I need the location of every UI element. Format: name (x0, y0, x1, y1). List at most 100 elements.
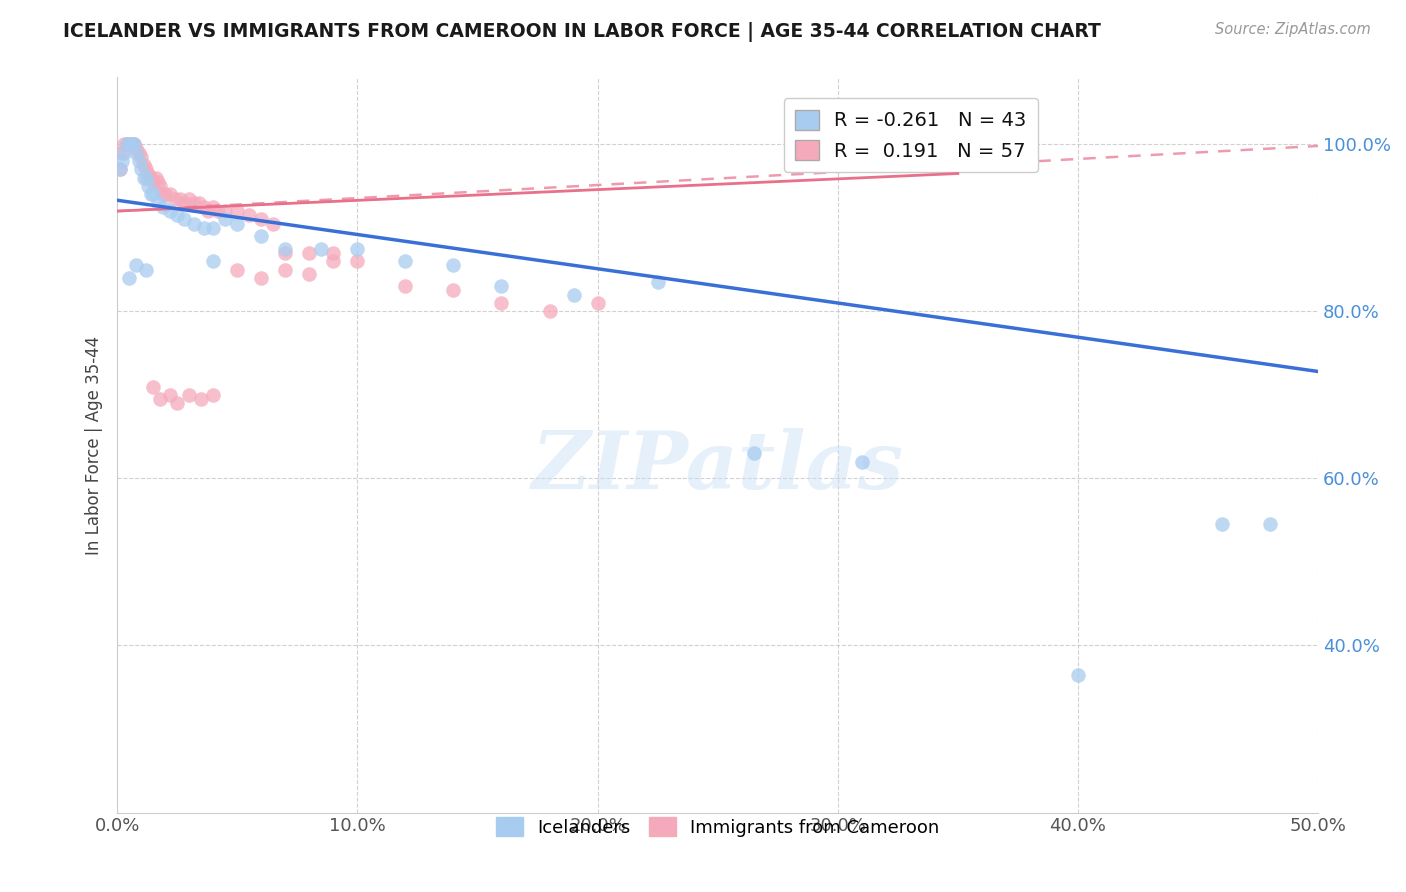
Point (443, 259, 465, 273)
Point (193, 200, 215, 214)
Point (108, 162, 131, 177)
Point (129, 162, 152, 177)
Point (152, 187, 174, 202)
Point (197, 204, 219, 219)
Point (322, 254, 344, 268)
Point (538, 304, 561, 318)
Point (149, 179, 172, 194)
Point (179, 388, 201, 402)
Point (139, 170, 162, 185)
Point (647, 275, 669, 289)
Point (202, 200, 225, 214)
Point (169, 192, 191, 206)
Point (135, 170, 157, 185)
Point (274, 262, 297, 277)
Point (159, 388, 181, 402)
Point (139, 187, 162, 202)
Point (115, 137, 138, 152)
Point (118, 271, 141, 285)
Point (1258, 517, 1281, 532)
Point (122, 137, 145, 152)
Point (179, 192, 201, 206)
Point (274, 245, 297, 260)
Point (298, 267, 321, 281)
Point (135, 162, 157, 177)
Point (1067, 667, 1090, 681)
Point (115, 137, 138, 152)
Point (142, 379, 165, 393)
Point (311, 242, 333, 256)
Point (586, 296, 609, 310)
Point (207, 204, 229, 219)
Point (183, 217, 205, 231)
Point (742, 446, 765, 460)
Point (250, 212, 273, 227)
Point (166, 396, 188, 410)
Point (138, 179, 160, 194)
Point (142, 175, 165, 189)
Point (190, 392, 212, 406)
Point (155, 187, 177, 202)
Point (346, 242, 368, 256)
Point (394, 279, 416, 293)
Point (111, 153, 134, 168)
Point (250, 229, 273, 244)
Legend: Icelanders, Immigrants from Cameroon: Icelanders, Immigrants from Cameroon (489, 810, 946, 844)
Point (166, 208, 188, 222)
Point (173, 195, 195, 210)
Text: ICELANDER VS IMMIGRANTS FROM CAMEROON IN LABOR FORCE | AGE 35-44 CORRELATION CHA: ICELANDER VS IMMIGRANTS FROM CAMEROON IN… (63, 22, 1101, 42)
Point (250, 271, 273, 285)
Point (262, 217, 284, 231)
Point (851, 455, 873, 469)
Point (298, 245, 321, 260)
Point (132, 158, 155, 172)
Point (128, 153, 150, 168)
Point (214, 204, 236, 219)
Point (145, 170, 167, 185)
Point (214, 212, 236, 227)
Point (138, 167, 160, 181)
Point (159, 204, 181, 219)
Point (118, 137, 141, 152)
Point (121, 137, 143, 152)
Point (1211, 517, 1233, 532)
Point (183, 195, 205, 210)
Point (125, 259, 148, 273)
Point (146, 175, 169, 189)
Point (135, 262, 157, 277)
Point (226, 217, 249, 231)
Point (226, 262, 249, 277)
Point (125, 145, 148, 160)
Point (152, 200, 174, 214)
Point (142, 187, 165, 202)
Point (125, 141, 148, 155)
Point (491, 279, 513, 293)
Point (562, 287, 585, 301)
Point (491, 296, 513, 310)
Point (202, 220, 225, 235)
Point (394, 254, 416, 268)
Text: Source: ZipAtlas.com: Source: ZipAtlas.com (1215, 22, 1371, 37)
Point (112, 145, 135, 160)
Text: ZIPatlas: ZIPatlas (531, 428, 904, 506)
Point (122, 137, 145, 152)
Point (202, 388, 225, 402)
Y-axis label: In Labor Force | Age 35-44: In Labor Force | Age 35-44 (86, 335, 103, 555)
Point (118, 137, 141, 152)
Point (187, 195, 209, 210)
Point (163, 192, 186, 206)
Point (129, 150, 152, 164)
Point (128, 145, 150, 160)
Point (112, 137, 135, 152)
Point (111, 145, 134, 160)
Point (108, 162, 131, 177)
Point (121, 137, 143, 152)
Point (226, 204, 249, 219)
Point (159, 187, 181, 202)
Point (274, 242, 297, 256)
Point (173, 212, 195, 227)
Point (443, 284, 465, 298)
Point (238, 208, 260, 222)
Point (193, 220, 215, 235)
Point (149, 392, 172, 406)
